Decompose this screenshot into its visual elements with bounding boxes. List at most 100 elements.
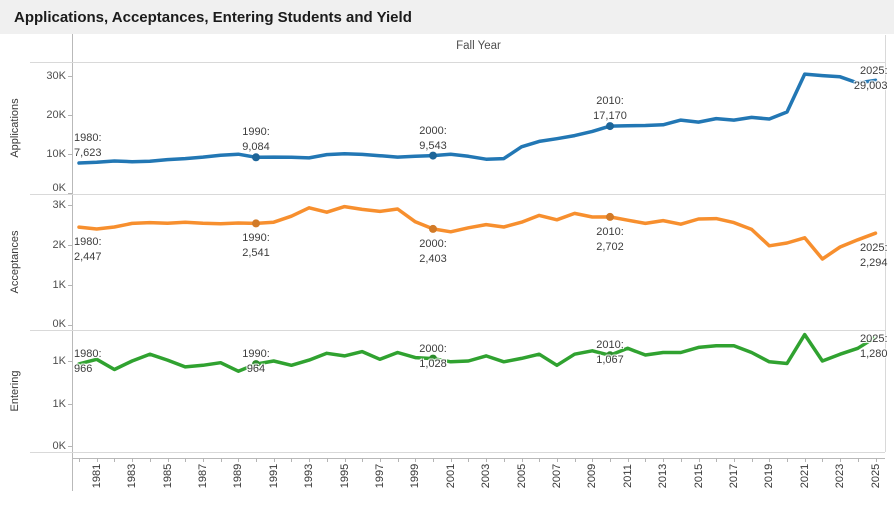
- applications-data-point-marker-2010[interactable]: [606, 122, 614, 131]
- x-tick-mark: [716, 458, 718, 462]
- x-tick-label-1999: 1999: [409, 463, 422, 489]
- applications-data-point-marker-2000[interactable]: [429, 151, 437, 160]
- x-tick-mark: [149, 458, 151, 462]
- x-tick-mark: [379, 458, 381, 462]
- fall-year-header: Fall Year: [456, 40, 501, 52]
- x-tick-mark: [645, 458, 647, 462]
- x-tick-mark: [822, 458, 824, 462]
- acceptances-line-series[interactable]: [77, 204, 878, 261]
- x-tick-mark: [450, 458, 452, 462]
- x-tick-mark: [468, 458, 470, 462]
- x-tick-label-1983: 1983: [126, 463, 139, 489]
- y-tick-label: 20K: [46, 109, 66, 122]
- x-tick-label-1997: 1997: [373, 463, 386, 489]
- x-tick-mark: [132, 458, 134, 462]
- row-label-acceptances: Acceptances: [9, 230, 21, 294]
- x-tick-label-2019: 2019: [763, 463, 776, 489]
- y-tick-mark: [68, 115, 72, 117]
- x-tick-mark: [79, 458, 80, 462]
- y-tick-label: 3K: [52, 199, 66, 211]
- x-tick-mark: [680, 458, 682, 462]
- panel-applications-plot[interactable]: 1980: 7,623 1990: 9,084 2000: 9,543 2010: 17,17…: [72, 62, 888, 194]
- y-tick-mark: [68, 153, 72, 155]
- y-tick-mark: [68, 245, 72, 246]
- x-tick-mark: [309, 458, 311, 462]
- applications-data-point-marker-1990[interactable]: [252, 153, 260, 162]
- x-tick-label-2001: 2001: [444, 463, 457, 489]
- x-tick-label-2005: 2005: [515, 463, 528, 489]
- y-tick-mark: [68, 361, 72, 362]
- panel-acceptances-plot[interactable]: 1980: 2,447 1990: 2,541 2000: 2,403 2010: 2,702…: [72, 194, 888, 330]
- x-tick-label-2025: 2025: [869, 463, 882, 489]
- x-tick-label-1985: 1985: [161, 463, 174, 489]
- plot-right-border: [885, 35, 886, 452]
- x-tick-mark: [663, 458, 665, 462]
- y-tick-mark: [68, 285, 72, 286]
- applications-line-chart[interactable]: [72, 62, 885, 194]
- x-tick-label-1995: 1995: [338, 463, 351, 489]
- x-tick-mark: [220, 458, 222, 462]
- y-tick-mark: [68, 325, 72, 326]
- y-tick-mark: [68, 446, 72, 447]
- y-tick-mark: [68, 403, 72, 405]
- y-tick-label: 30K: [46, 70, 66, 83]
- y-tick-label: 2K: [52, 239, 66, 251]
- entering-data-point-marker-2010[interactable]: [606, 351, 614, 360]
- x-tick-label-2021: 2021: [798, 463, 811, 489]
- x-tick-label-2007: 2007: [550, 463, 563, 489]
- x-tick-mark: [415, 458, 417, 462]
- x-axis-line: [72, 458, 885, 459]
- x-tick-mark: [556, 458, 558, 462]
- panel-entering-plot[interactable]: 1980: 966 1990: 964 2000: 1,028 2010: 1,067 2025…: [72, 330, 888, 452]
- x-tick-mark: [539, 458, 541, 462]
- x-tick-mark: [202, 458, 204, 462]
- x-tick-label-1987: 1987: [196, 463, 209, 489]
- x-tick-mark: [857, 458, 859, 462]
- x-tick-label-1989: 1989: [232, 463, 245, 489]
- y-tick-label: 0K: [52, 440, 66, 452]
- x-tick-mark: [610, 458, 611, 462]
- x-tick-mark: [751, 458, 753, 462]
- y-tick-label: 10K: [46, 147, 66, 160]
- header-divider: [30, 62, 885, 63]
- entering-line-series[interactable]: [77, 332, 878, 373]
- x-tick-mark: [592, 458, 594, 462]
- y-tick-mark: [68, 76, 72, 78]
- row-label-applications: Applications: [9, 98, 21, 158]
- x-tick-label-2011: 2011: [621, 464, 634, 488]
- panel-divider-2: [30, 330, 885, 331]
- x-tick-label-1991: 1991: [267, 463, 280, 489]
- y-tick-mark: [68, 205, 72, 206]
- acceptances-data-point-marker-2010[interactable]: [606, 212, 614, 221]
- y-tick-mark: [68, 192, 72, 194]
- x-tick-mark: [397, 458, 399, 462]
- x-tick-mark: [627, 458, 629, 462]
- entering-data-point-marker-2000[interactable]: [429, 354, 437, 363]
- y-tick-label: 1K: [52, 279, 66, 291]
- x-tick-mark: [256, 458, 257, 462]
- panel-divider-1: [30, 194, 885, 195]
- entering-data-point-marker-1990[interactable]: [252, 360, 260, 369]
- x-tick-mark: [521, 458, 523, 462]
- x-tick-mark: [362, 458, 364, 462]
- acceptances-data-point-marker-2000[interactable]: [429, 224, 437, 233]
- y-axis-line: [72, 34, 73, 491]
- x-tick-mark: [733, 458, 735, 462]
- x-tick-mark: [273, 458, 275, 462]
- viz-title: Applications, Acceptances, Entering Stud…: [14, 8, 412, 26]
- x-tick-mark: [787, 458, 788, 462]
- y-tick-label: 1K: [52, 397, 66, 410]
- x-tick-mark: [167, 458, 169, 462]
- entering-line-chart[interactable]: [72, 330, 885, 452]
- x-tick-mark: [238, 458, 240, 462]
- x-tick-mark: [486, 458, 488, 462]
- acceptances-data-point-marker-1990[interactable]: [252, 219, 260, 228]
- applications-line-series[interactable]: [77, 72, 878, 165]
- x-tick-mark: [503, 458, 505, 462]
- x-tick-mark: [804, 458, 806, 462]
- x-tick-label-1981: 1981: [90, 463, 103, 489]
- x-tick-label-2003: 2003: [480, 463, 493, 489]
- acceptances-line-chart[interactable]: [72, 194, 885, 330]
- x-tick-label-1993: 1993: [303, 463, 316, 489]
